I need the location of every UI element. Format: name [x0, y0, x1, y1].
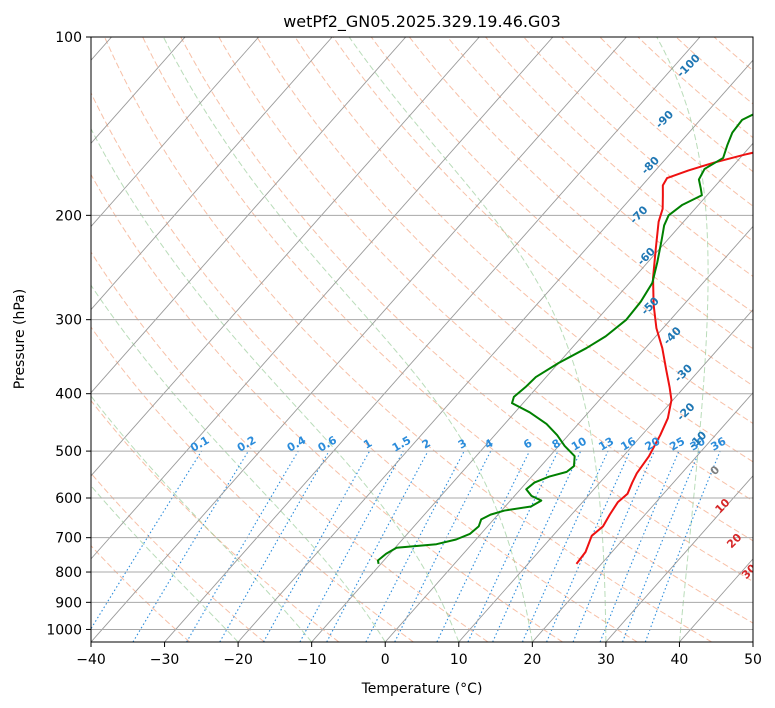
y-tick-label: 600 — [55, 491, 82, 507]
x-tick-label: −10 — [297, 652, 327, 668]
x-tick-label: −30 — [150, 652, 180, 668]
profile-traces — [376, 113, 753, 565]
x-axis-title: Temperature (°C) — [361, 681, 483, 697]
moist-adiabat-line — [348, 37, 607, 642]
isotherm-line — [164, 37, 701, 642]
y-tick-label: 500 — [55, 444, 82, 460]
mixing-ratio-line — [546, 450, 631, 642]
x-tick-label: 10 — [450, 652, 468, 668]
x-tick-label: 20 — [523, 652, 541, 668]
dry-adiabats — [91, 37, 753, 642]
dry-adiabat-line — [218, 37, 753, 542]
mixing-ratio-line — [521, 450, 609, 642]
x-tick-label: −40 — [76, 652, 106, 668]
moist-adiabat-line — [162, 37, 533, 642]
x-tick-label: 30 — [597, 652, 615, 668]
isotherm-line — [531, 391, 753, 642]
y-axis: 100 200 300 400 500 600 700 800 900 1000 — [46, 30, 91, 638]
dry-adiabat-line — [256, 37, 753, 502]
dry-adiabat-line — [104, 37, 713, 642]
isotherms — [91, 37, 753, 642]
dry-adiabat-line — [370, 37, 753, 387]
isotherm-line — [91, 37, 407, 394]
y-tick-label: 900 — [55, 595, 82, 611]
dry-adiabat-line — [91, 173, 563, 642]
isotherm-line — [237, 59, 753, 642]
isotherm-line — [384, 225, 753, 642]
chart-title: wetPf2_GN05.2025.329.19.46.G03 — [283, 12, 561, 32]
moist-adiabat-line — [656, 37, 709, 642]
y-tick-label: 400 — [55, 387, 82, 403]
y-tick-label: 100 — [55, 30, 82, 46]
isotherm-line — [91, 37, 480, 477]
moist-adiabat-line — [91, 284, 386, 642]
dry-adiabat-line — [91, 251, 489, 642]
mixing-ratio-line — [436, 450, 531, 642]
y-tick-label: 300 — [55, 313, 82, 329]
dewpoint-trace — [376, 113, 753, 565]
moist-adiabats — [91, 37, 753, 642]
y-tick-label: 800 — [55, 565, 82, 581]
moist-adiabat-line — [91, 127, 460, 642]
plot-area: 0.1 0.2 0.4 0.6 1 1.5 2 3 4 6 8 10 13 16 20 25 30 36-100-… — [91, 37, 753, 642]
dry-adiabat-line — [91, 472, 265, 642]
isotherm-line — [311, 142, 753, 642]
x-tick-label: 0 — [381, 652, 390, 668]
x-tick-label: 40 — [671, 652, 689, 668]
mixing-ratio-line — [132, 450, 249, 642]
mixing-ratio-lines — [91, 450, 721, 642]
dry-adiabat-line — [91, 399, 340, 642]
isotherm-line — [605, 475, 753, 642]
x-tick-label: −20 — [223, 652, 253, 668]
mixing-ratio-line — [492, 450, 582, 642]
mixing-ratio-line — [263, 450, 371, 642]
isotherm-line — [458, 308, 753, 642]
x-tick-label: 50 — [744, 652, 762, 668]
mixing-ratio-line — [186, 450, 299, 642]
isotherm-line — [91, 37, 627, 642]
mixing-ratio-line — [219, 450, 330, 642]
moist-adiabat-line — [91, 485, 239, 642]
x-axis: −40 −30 −20 −10 0 10 20 30 40 50 — [76, 642, 762, 668]
mixing-ratio-line — [91, 450, 203, 630]
dry-adiabat-line — [332, 37, 753, 425]
mixing-ratio-line — [467, 450, 559, 642]
isotherm-line — [91, 37, 259, 228]
temperature-trace — [575, 151, 753, 565]
dry-adiabat-line — [599, 37, 753, 173]
y-tick-label: 200 — [55, 208, 82, 224]
plot-frame — [90, 36, 754, 643]
isotherm-line — [91, 37, 554, 560]
mixing-ratio-line — [572, 450, 655, 642]
y-tick-label: 1000 — [46, 622, 82, 638]
y-tick-label: 700 — [55, 531, 82, 547]
y-axis-title: Pressure (hPa) — [12, 289, 28, 389]
isotherm-line — [91, 37, 333, 311]
isobars — [91, 37, 753, 630]
mixing-ratio-line — [299, 450, 404, 642]
dry-adiabat-line — [142, 37, 753, 624]
dry-adiabat-line — [91, 91, 638, 642]
dry-adiabat-line — [180, 37, 753, 583]
isotherm-line — [91, 37, 186, 144]
dry-adiabat-line — [91, 326, 414, 642]
